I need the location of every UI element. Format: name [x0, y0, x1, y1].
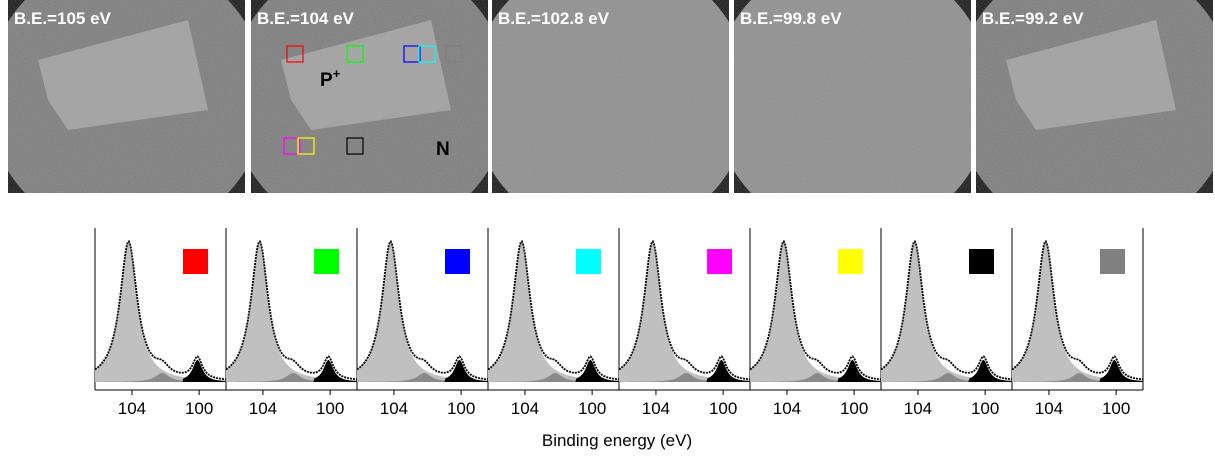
micrograph: [976, 0, 1213, 193]
x-tick-label: 104: [1035, 399, 1063, 418]
main-peak: [226, 242, 357, 382]
envelope: [487, 239, 620, 381]
x-axis-label: Binding energy (eV): [542, 431, 692, 450]
swatch: [576, 249, 601, 274]
sub-peak: [488, 359, 619, 382]
envelope: [356, 239, 489, 381]
micrograph: [492, 0, 729, 193]
noise: [251, 0, 488, 193]
image-label: B.E.=99.2 eV: [982, 9, 1084, 28]
minor-peak: [226, 373, 357, 382]
region-marker: [418, 45, 436, 63]
x-tick-label: 104: [511, 399, 539, 418]
image-label: B.E.=99.8 eV: [740, 9, 842, 28]
swatch: [969, 249, 994, 274]
minor-peak: [619, 373, 750, 382]
sub-peak: [750, 359, 881, 382]
sub-peak: [95, 359, 226, 382]
minor-peak: [1012, 373, 1143, 382]
spectra-row: 104 100 104 100 104 100 104 100 104 100 104 100 104 1…: [94, 228, 1144, 450]
main-peak: [488, 242, 619, 382]
x-tick-label: 100: [840, 399, 868, 418]
main-peak: [1012, 242, 1143, 382]
x-tick-label: 100: [316, 399, 344, 418]
region-marker: [346, 137, 364, 155]
x-tick-label: 100: [709, 399, 737, 418]
region-marker: [286, 45, 304, 63]
sub-peak: [357, 359, 488, 382]
image-label: B.E.=104 eV: [257, 9, 355, 28]
main-peak: [750, 242, 881, 382]
region-marker: [445, 45, 463, 63]
micrograph: [251, 0, 488, 193]
minor-peak: [750, 373, 881, 382]
image-row: B.E.=105 eV B.E.=104 eV B.E.=102.8 eV B.E.=…: [8, 0, 1213, 193]
p-label: P+: [320, 66, 341, 91]
x-tick-label: 104: [904, 399, 932, 418]
p-sup: +: [333, 66, 341, 81]
swatch: [838, 249, 863, 274]
x-tick-label: 100: [185, 399, 213, 418]
main-peak: [95, 242, 226, 382]
x-tick-label: 100: [447, 399, 475, 418]
sub-peak: [1012, 359, 1143, 382]
envelope: [1011, 239, 1144, 381]
sub-peak: [226, 359, 357, 382]
x-tick-label: 100: [971, 399, 999, 418]
swatch: [314, 249, 339, 274]
noise: [492, 0, 729, 193]
sub-peak: [881, 359, 1012, 382]
x-tick-label: 100: [1102, 399, 1130, 418]
x-tick-label: 104: [249, 399, 277, 418]
x-tick-label: 104: [642, 399, 670, 418]
minor-peak: [881, 373, 1012, 382]
envelope: [880, 239, 1013, 381]
n-label: N: [436, 139, 450, 160]
noise: [976, 0, 1213, 193]
swatch: [183, 249, 208, 274]
noise: [734, 0, 971, 193]
swatch: [707, 249, 732, 274]
main-peak: [357, 242, 488, 382]
micrograph: [734, 0, 971, 193]
minor-peak: [488, 373, 619, 382]
p-text: P: [320, 70, 333, 91]
minor-peak: [95, 373, 226, 382]
envelope: [94, 239, 227, 381]
region-marker: [346, 45, 364, 63]
noise: [8, 0, 245, 193]
swatch: [445, 249, 470, 274]
image-label: B.E.=102.8 eV: [498, 9, 610, 28]
region-marker: [403, 45, 421, 63]
x-tick-label: 104: [380, 399, 408, 418]
envelope: [225, 239, 358, 381]
x-tick-label: 104: [773, 399, 801, 418]
main-peak: [619, 242, 750, 382]
envelope: [618, 239, 751, 381]
x-tick-label: 100: [578, 399, 606, 418]
swatch: [1100, 249, 1125, 274]
region-marker: [297, 137, 315, 155]
minor-peak: [357, 373, 488, 382]
micrograph: [8, 0, 245, 193]
region-marker: [283, 137, 301, 155]
image-label: B.E.=105 eV: [14, 9, 112, 28]
x-tick-label: 104: [118, 399, 146, 418]
sub-peak: [619, 359, 750, 382]
envelope: [749, 239, 882, 381]
main-peak: [881, 242, 1012, 382]
